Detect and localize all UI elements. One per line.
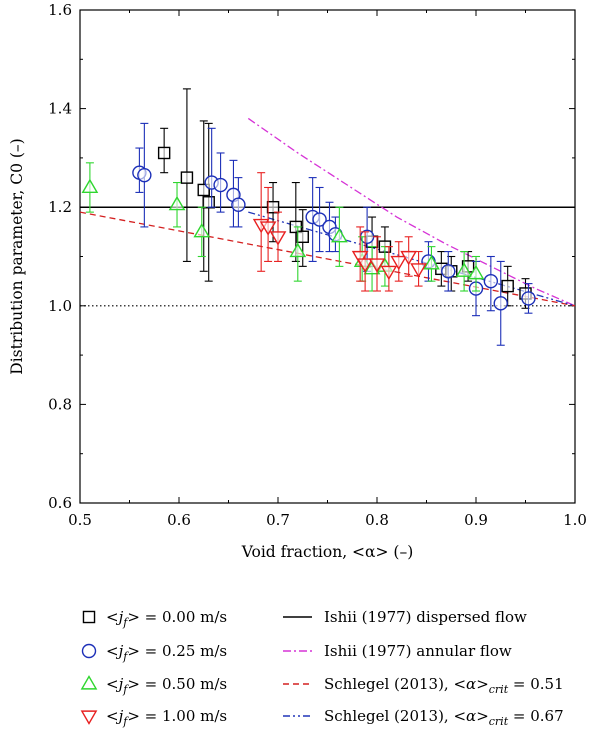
marker-circle	[521, 291, 536, 306]
legend-label: Ishii (1977) dispersed flow	[324, 608, 527, 626]
marker-triangle-down	[400, 250, 418, 266]
marker-triangle-down	[351, 250, 369, 266]
y-axis-title: Distribution parameter, C0 (–)	[8, 138, 26, 374]
y-tick-label: 0.8	[48, 395, 72, 413]
legend-label: <jf> = 0.00 m/s	[106, 608, 227, 629]
marker-triangle-up	[193, 222, 211, 238]
marker-circle	[231, 197, 246, 212]
marker-triangle-down	[356, 258, 374, 273]
legend-label: Ishii (1977) annular flow	[324, 642, 512, 660]
y-tick-label: 0.6	[48, 494, 72, 512]
legend-label: Schlegel (2013), <α>crit = 0.67	[324, 707, 564, 728]
x-tick-label: 0.9	[464, 511, 488, 529]
marker-square	[296, 230, 309, 244]
series-3	[252, 172, 427, 292]
x-tick-label: 0.6	[167, 511, 191, 529]
y-tick-label: 1.4	[48, 100, 72, 118]
series-1	[132, 122, 536, 346]
plot-frame	[79, 9, 576, 504]
marker-triangle-down	[80, 710, 98, 725]
legend-label: <jf> = 0.25 m/s	[106, 642, 227, 663]
y-tick-label: 1.0	[48, 297, 72, 315]
x-tick-label: 1.0	[563, 511, 587, 529]
marker-triangle-down	[410, 263, 427, 278]
model-line	[80, 211, 575, 307]
marker-circle	[81, 643, 97, 659]
marker-circle	[441, 264, 456, 279]
marker-triangle-up	[331, 227, 348, 243]
marker-circle	[213, 177, 228, 193]
marker-triangle-down	[259, 221, 277, 236]
x-tick-label: 0.7	[266, 511, 290, 529]
x-axis-title: Void fraction, <α> (–)	[241, 543, 414, 561]
marker-triangle-down	[380, 265, 398, 281]
legend: <jf> = 0.00 m/s <jf> = 0.25 m/s <jf> = 0.5…	[80, 608, 564, 728]
marker-triangle-up	[455, 262, 473, 277]
marker-circle	[483, 273, 499, 289]
marker-circle	[137, 167, 152, 183]
marker-square	[157, 146, 171, 160]
marker-triangle-up	[80, 675, 98, 690]
marker-circle	[493, 296, 508, 311]
marker-triangle-up	[81, 178, 99, 194]
legend-label: <jf> = 0.50 m/s	[106, 675, 227, 696]
y-tick-label: 1.2	[48, 198, 72, 216]
marker-triangle-up	[467, 264, 485, 280]
x-tick-label: 0.5	[68, 511, 92, 529]
marker-triangle-up	[168, 195, 186, 211]
x-tick-label: 0.8	[365, 511, 389, 529]
marker-square	[266, 200, 280, 214]
marker-circle	[312, 212, 327, 227]
marker-square	[180, 171, 194, 184]
legend-label: <jf> = 1.00 m/s	[106, 707, 227, 728]
legend-label: Schlegel (2013), <α>crit = 0.51	[324, 675, 564, 696]
marker-triangle-down	[269, 231, 287, 246]
marker-triangle-down	[390, 255, 408, 271]
marker-triangle-up	[423, 255, 440, 270]
marker-square	[501, 279, 514, 293]
marker-triangle-down	[368, 258, 386, 273]
y-tick-label: 1.6	[48, 1, 72, 19]
marker-triangle-up	[289, 242, 307, 258]
marker-square	[202, 196, 215, 209]
marker-square	[197, 183, 210, 197]
marker-square	[82, 610, 96, 624]
